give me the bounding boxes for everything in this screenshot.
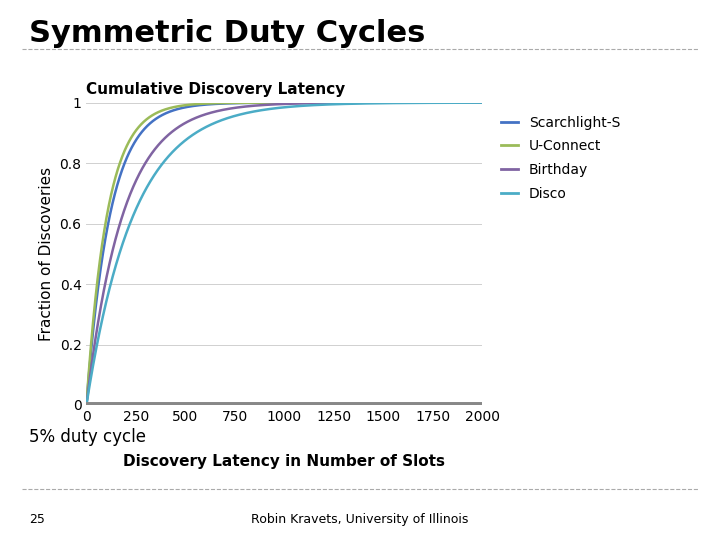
Y-axis label: Fraction of Discoveries: Fraction of Discoveries: [39, 167, 54, 341]
Text: 5% duty cycle: 5% duty cycle: [29, 428, 145, 447]
Text: Discovery Latency in Number of Slots: Discovery Latency in Number of Slots: [123, 454, 446, 469]
Text: Cumulative Discovery Latency: Cumulative Discovery Latency: [86, 82, 346, 97]
Text: Robin Kravets, University of Illinois: Robin Kravets, University of Illinois: [251, 513, 469, 526]
Text: 25: 25: [29, 513, 45, 526]
Legend: Scarchlight-S, U-Connect, Birthday, Disco: Scarchlight-S, U-Connect, Birthday, Disc…: [501, 116, 621, 201]
Text: Symmetric Duty Cycles: Symmetric Duty Cycles: [29, 19, 426, 48]
